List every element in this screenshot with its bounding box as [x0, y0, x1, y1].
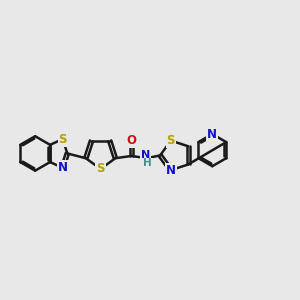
- Text: H: H: [143, 158, 152, 168]
- Text: S: S: [96, 163, 105, 176]
- Text: S: S: [167, 134, 175, 147]
- Text: N: N: [141, 150, 150, 160]
- Text: S: S: [58, 133, 67, 146]
- Text: N: N: [207, 128, 217, 140]
- Text: O: O: [126, 134, 136, 147]
- Text: N: N: [166, 164, 176, 177]
- Text: N: N: [58, 161, 68, 174]
